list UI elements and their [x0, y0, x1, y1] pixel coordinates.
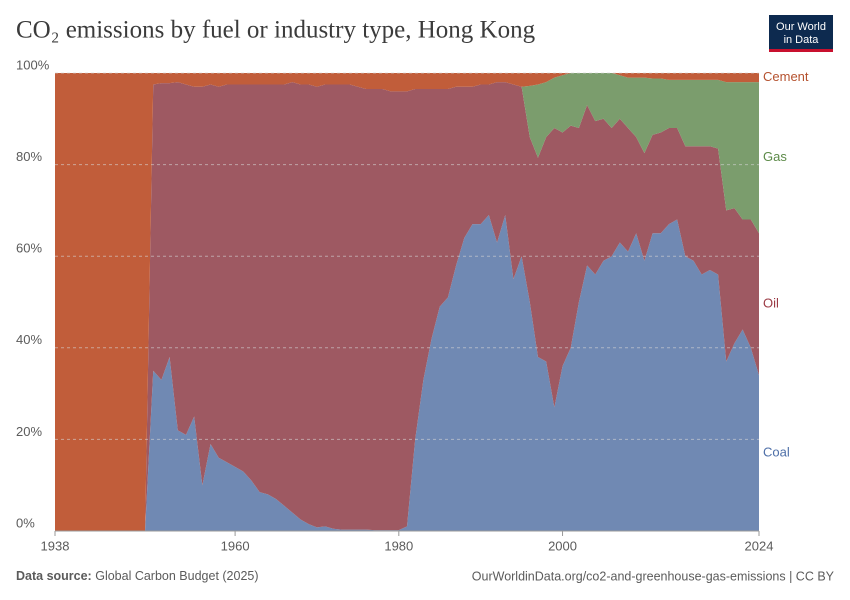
y-tick-label: 100%	[16, 57, 50, 72]
x-tick-label: 2024	[745, 538, 774, 553]
logo-box	[769, 15, 833, 51]
source-text: Global Carbon Budget (2025)	[95, 569, 258, 583]
x-tick-label: 2000	[548, 538, 577, 553]
chart-title: CO₂ emissions by fuel or industry type, …	[16, 17, 536, 44]
series-label: Coal	[763, 445, 790, 460]
y-tick-label: 60%	[16, 241, 42, 256]
logo-text: in Data	[784, 34, 820, 46]
x-tick-label: 1960	[221, 538, 250, 553]
area	[55, 82, 759, 531]
y-tick-label: 40%	[16, 332, 42, 347]
source-label: Data source:	[16, 569, 92, 583]
credit: OurWorldinData.org/co2-and-greenhouse-ga…	[472, 569, 835, 583]
logo-bar	[769, 49, 833, 52]
x-tick-label: 1980	[384, 538, 413, 553]
x-tick-label: 1938	[41, 538, 70, 553]
series-label: Gas	[763, 149, 787, 164]
y-tick-label: 20%	[16, 424, 42, 439]
y-tick-label: 80%	[16, 149, 42, 164]
logo-text: Our World	[776, 21, 826, 33]
area	[55, 73, 759, 531]
y-tick-label: 0%	[16, 515, 35, 530]
area	[55, 73, 759, 531]
series-label: Cement	[763, 69, 809, 84]
area	[55, 214, 759, 532]
series-label: Oil	[763, 296, 779, 311]
source: Data source: Global Carbon Budget (2025)	[16, 569, 259, 583]
